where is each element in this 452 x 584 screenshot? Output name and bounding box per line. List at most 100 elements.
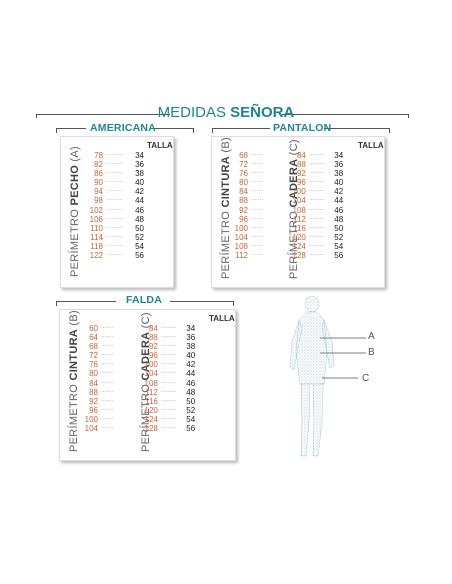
size-value: 42 (135, 187, 144, 197)
table-row: 88 ······· 104 ········· 44 (230, 196, 343, 205)
cintura-measure: 108 (234, 241, 248, 251)
size-value: 38 (186, 342, 196, 352)
title-rule-left-tick (36, 114, 37, 118)
cadera-measure: 120 (292, 232, 306, 242)
table-row: 118 ·········· 54 (85, 242, 144, 251)
size-value: 34 (334, 151, 344, 160)
leader-dots: ······· (101, 343, 113, 350)
pantalon-rule-left-tick (212, 128, 213, 133)
cadera-measure: 108 (292, 205, 306, 215)
pantalon-rule-right (324, 128, 390, 129)
leader-dots: ······· (101, 406, 113, 413)
size-value: 46 (186, 378, 196, 388)
leader-dots: ······· (101, 415, 113, 422)
table-row: 76 ······· 92 ········· 38 (230, 169, 343, 178)
leader-dots: ······· (251, 224, 263, 231)
pecho-measure: 90 (94, 178, 103, 188)
leader-dots: ········· (160, 343, 177, 350)
table-row: 78 ·········· 34 (85, 151, 144, 160)
leader-dots: ······· (251, 233, 263, 240)
table-row: 68 ······· 84 ········· 34 (230, 151, 343, 160)
page-title-bold: SEÑORA (230, 104, 295, 121)
table-row: 108 ······· 124 ········· 54 (230, 241, 344, 251)
pantalon-card: TALLA PERÍMETRO CINTURA (B) PERÍMETRO CA… (211, 136, 385, 288)
table-row: 68 ······· 92 ········· 38 (80, 342, 195, 351)
size-value: 34 (135, 151, 144, 160)
leader-dots: ·········· (106, 170, 123, 177)
pantalon-rule-right-tick (389, 128, 390, 133)
table-row: 94 ·········· 42 (85, 187, 144, 196)
pecho-measure: 82 (94, 160, 103, 170)
title-rule-right (282, 114, 409, 115)
cintura-measure: 68 (239, 151, 248, 160)
size-value: 44 (334, 196, 344, 206)
size-value: 36 (135, 160, 144, 170)
leader-dots: ······· (251, 179, 263, 186)
title-rule-right-tick (408, 114, 409, 118)
pecho-measure: 98 (94, 196, 103, 206)
leader-dots: ········· (308, 233, 325, 240)
table-row: 86 ·········· 38 (85, 169, 144, 178)
table-row: 96 ······· 112 ········· 48 (230, 215, 343, 224)
leader-dots: ······· (251, 170, 263, 177)
table-row: 92 ······· 108 ········· 46 (230, 206, 343, 215)
cintura-measure: 68 (89, 342, 98, 352)
size-value: 34 (186, 324, 196, 333)
leader-dots: ······· (251, 215, 263, 222)
leader-dots: ·········· (106, 224, 123, 231)
falda-cintura-label: PERÍMETRO CINTURA (B) (68, 310, 80, 452)
leader-dots: ········· (160, 370, 177, 377)
leader-dots: ······· (101, 352, 113, 359)
cadera-measure: 128 (292, 251, 306, 261)
table-row: 100 ······· 124 ········· 54 (80, 415, 196, 424)
falda-rule-right (170, 301, 234, 302)
cintura-measure: 84 (89, 378, 98, 388)
pecho-measure: 122 (89, 251, 103, 261)
cadera-measure: 112 (145, 387, 158, 397)
size-value: 40 (334, 178, 344, 188)
page-title: MEDIDAS SEÑORA (0, 104, 452, 121)
cintura-measure: 88 (89, 387, 98, 397)
table-row: 106 ·········· 48 (85, 215, 144, 224)
americana-rule-right (150, 128, 194, 129)
woman-figure-illustration (289, 295, 366, 457)
table-row: 72 ······· 96 ········· 40 (80, 351, 195, 360)
leader-dots: ········· (308, 161, 325, 168)
table-row: 98 ·········· 44 (85, 196, 144, 205)
size-value: 48 (334, 214, 344, 224)
cadera-measure: 84 (148, 324, 158, 333)
cadera-measure: 128 (144, 424, 158, 434)
cadera-measure: 104 (144, 369, 158, 379)
size-value: 48 (186, 387, 196, 397)
cadera-measure: 120 (144, 405, 158, 415)
cintura-measure: 72 (89, 351, 98, 361)
leader-dots: ·········· (106, 161, 123, 168)
leader-dots: ······· (101, 379, 113, 386)
size-value: 42 (334, 187, 344, 197)
falda-rule-left (56, 301, 116, 302)
table-row: 104 ······· 128 ········· 56 (80, 424, 196, 434)
leader-dots: ·········· (106, 215, 123, 222)
leader-dots: ······· (251, 242, 263, 249)
size-value: 42 (186, 360, 196, 370)
leader-dots: ········· (160, 325, 177, 331)
cadera-measure: 88 (148, 333, 158, 343)
cintura-measure: 92 (89, 396, 98, 406)
americana-rows: 78 ·········· 34 82 ·········· 36 86 ··········… (85, 151, 144, 260)
table-row: 110 ·········· 50 (85, 224, 144, 233)
table-row: 76 ······· 100 ········· 42 (80, 360, 195, 369)
marker-b: B (368, 347, 375, 358)
size-value: 36 (334, 160, 344, 170)
leader-dots: ······· (251, 197, 263, 204)
leader-dots: ······· (101, 325, 113, 331)
pecho-measure: 78 (94, 151, 103, 160)
cadera-measure: 96 (296, 178, 306, 188)
americana-rule-left (56, 128, 86, 129)
americana-rule-left-tick (56, 128, 57, 133)
leader-dots: ······· (251, 252, 263, 259)
size-value: 40 (135, 178, 144, 188)
table-row: 88 ······· 112 ········· 48 (80, 388, 195, 397)
cintura-measure: 92 (239, 205, 248, 215)
cintura-measure: 96 (89, 405, 98, 415)
leader-dots: ·········· (106, 252, 123, 259)
